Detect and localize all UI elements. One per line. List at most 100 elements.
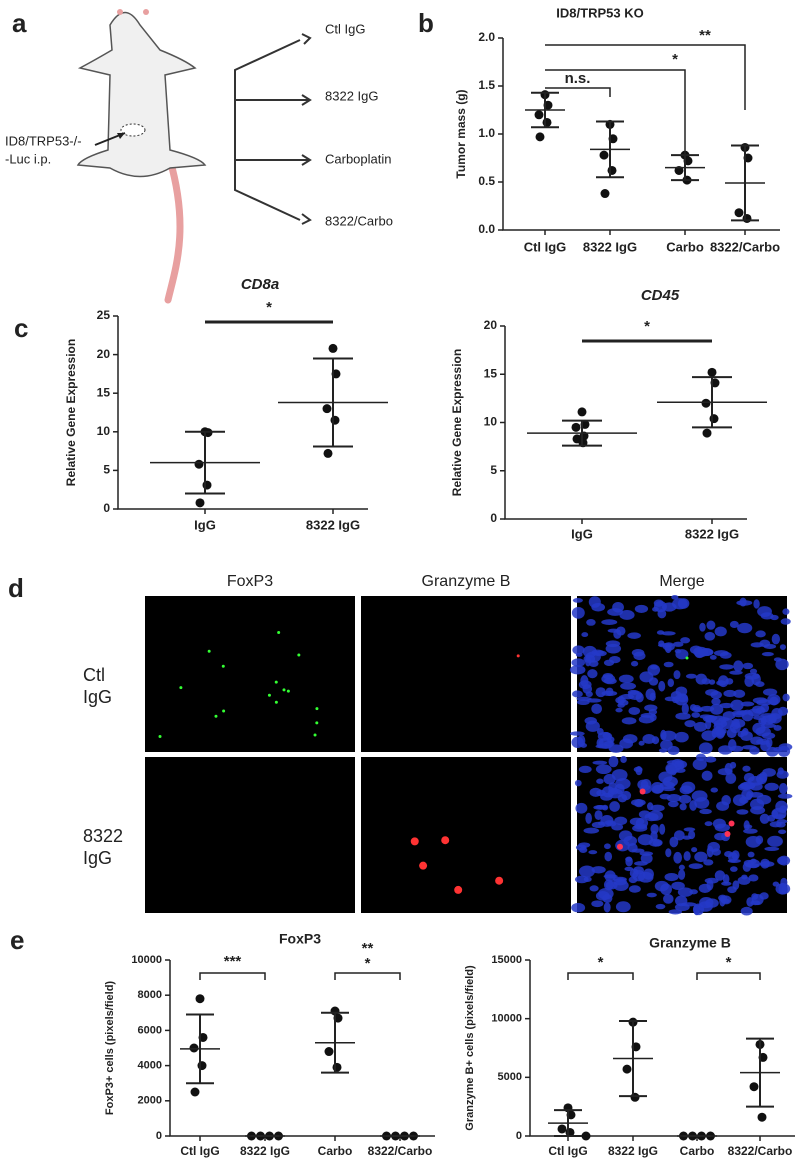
foxp3-signal <box>158 734 162 738</box>
nucleus <box>726 727 737 739</box>
nucleus <box>691 712 701 718</box>
nucleus <box>716 728 726 738</box>
data-point <box>599 150 609 160</box>
nucleus <box>710 787 719 793</box>
micrograph <box>569 594 793 757</box>
nucleus <box>615 707 623 713</box>
nucleus <box>575 802 588 814</box>
nucleus <box>713 719 728 728</box>
nucleus <box>569 665 586 675</box>
significance-label: ** <box>362 940 374 957</box>
x-tick-label: Carbo <box>318 1144 353 1158</box>
x-tick-label: Carbo <box>680 1144 715 1158</box>
nucleus <box>624 866 634 872</box>
nucleus <box>740 906 753 916</box>
nucleus <box>629 868 639 878</box>
image-row-label: Ctl <box>83 665 105 685</box>
data-point <box>749 1082 759 1092</box>
y-axis-label: Tumor mass (g) <box>454 89 468 178</box>
nucleus <box>740 701 755 707</box>
nucleus <box>756 699 772 706</box>
nucleus <box>780 877 788 887</box>
granzyme-signal <box>410 837 419 846</box>
nucleus <box>621 717 637 725</box>
nucleus <box>771 633 781 645</box>
nucleus <box>595 687 606 698</box>
nucleus <box>633 651 646 661</box>
nucleus <box>655 903 666 910</box>
nucleus <box>670 691 682 700</box>
nucleus <box>741 745 757 750</box>
nucleus <box>580 742 588 748</box>
foxp3-signal <box>297 653 301 657</box>
nucleus <box>743 820 750 831</box>
nucleus <box>691 847 698 853</box>
nucleus <box>586 619 596 626</box>
nucleus <box>742 765 751 772</box>
nucleus <box>591 900 604 908</box>
nucleus <box>747 851 755 858</box>
data-point <box>195 994 205 1004</box>
nucleus <box>678 794 692 804</box>
data-point <box>535 132 545 142</box>
nucleus <box>760 703 770 713</box>
foxp3-signal <box>274 680 278 684</box>
nucleus <box>572 598 583 603</box>
nucleus <box>648 708 658 715</box>
nucleus <box>678 864 685 871</box>
y-tick-label: 0 <box>516 1130 522 1142</box>
micrograph-background <box>361 757 571 913</box>
mouse-illustration <box>76 9 207 304</box>
nucleus <box>683 827 696 832</box>
data-point <box>189 1043 199 1053</box>
nucleus <box>737 876 751 885</box>
nucleus <box>639 671 654 683</box>
nucleus <box>675 649 689 660</box>
nucleus <box>681 781 696 793</box>
significance-bracket <box>567 972 634 980</box>
granzyme-signal <box>441 836 450 845</box>
nucleus <box>727 886 737 894</box>
y-tick-label: 20 <box>97 347 111 361</box>
data-point <box>571 422 581 432</box>
data-point <box>607 165 617 175</box>
nucleus <box>614 816 628 826</box>
nucleus <box>745 863 760 868</box>
micrograph <box>361 757 571 913</box>
nucleus <box>658 680 666 692</box>
data-point <box>702 428 712 438</box>
nucleus <box>756 794 772 805</box>
y-tick-label: 15000 <box>491 954 522 966</box>
nucleus <box>678 869 686 880</box>
nucleus <box>572 645 585 655</box>
nucleus <box>595 744 612 749</box>
nucleus <box>730 866 738 872</box>
nucleus <box>699 808 712 815</box>
nucleus <box>616 626 626 636</box>
nucleus <box>665 848 672 858</box>
nucleus <box>571 658 586 667</box>
nucleus <box>781 884 788 894</box>
nucleus <box>746 897 754 907</box>
nucleus <box>646 892 657 898</box>
nucleus <box>628 707 641 715</box>
nucleus <box>631 848 645 853</box>
nucleus <box>731 710 748 715</box>
x-tick-label: 8322 IgG <box>240 1144 290 1158</box>
x-tick-label: 8322 IgG <box>608 1144 658 1158</box>
nucleus <box>609 801 620 812</box>
nucleus <box>692 758 707 771</box>
x-tick-label: 8322/Carbo <box>368 1144 433 1158</box>
foxp3-signal <box>277 630 281 634</box>
nucleus <box>630 660 639 667</box>
data-point <box>630 1092 640 1102</box>
nucleus <box>634 861 648 866</box>
nucleus <box>688 863 704 869</box>
y-tick-label: 2000 <box>138 1095 162 1107</box>
nucleus <box>596 789 606 797</box>
axis-line <box>502 38 780 231</box>
nucleus <box>769 821 782 828</box>
nucleus <box>711 697 721 706</box>
nucleus <box>588 850 598 855</box>
significance-label: * <box>598 954 604 971</box>
